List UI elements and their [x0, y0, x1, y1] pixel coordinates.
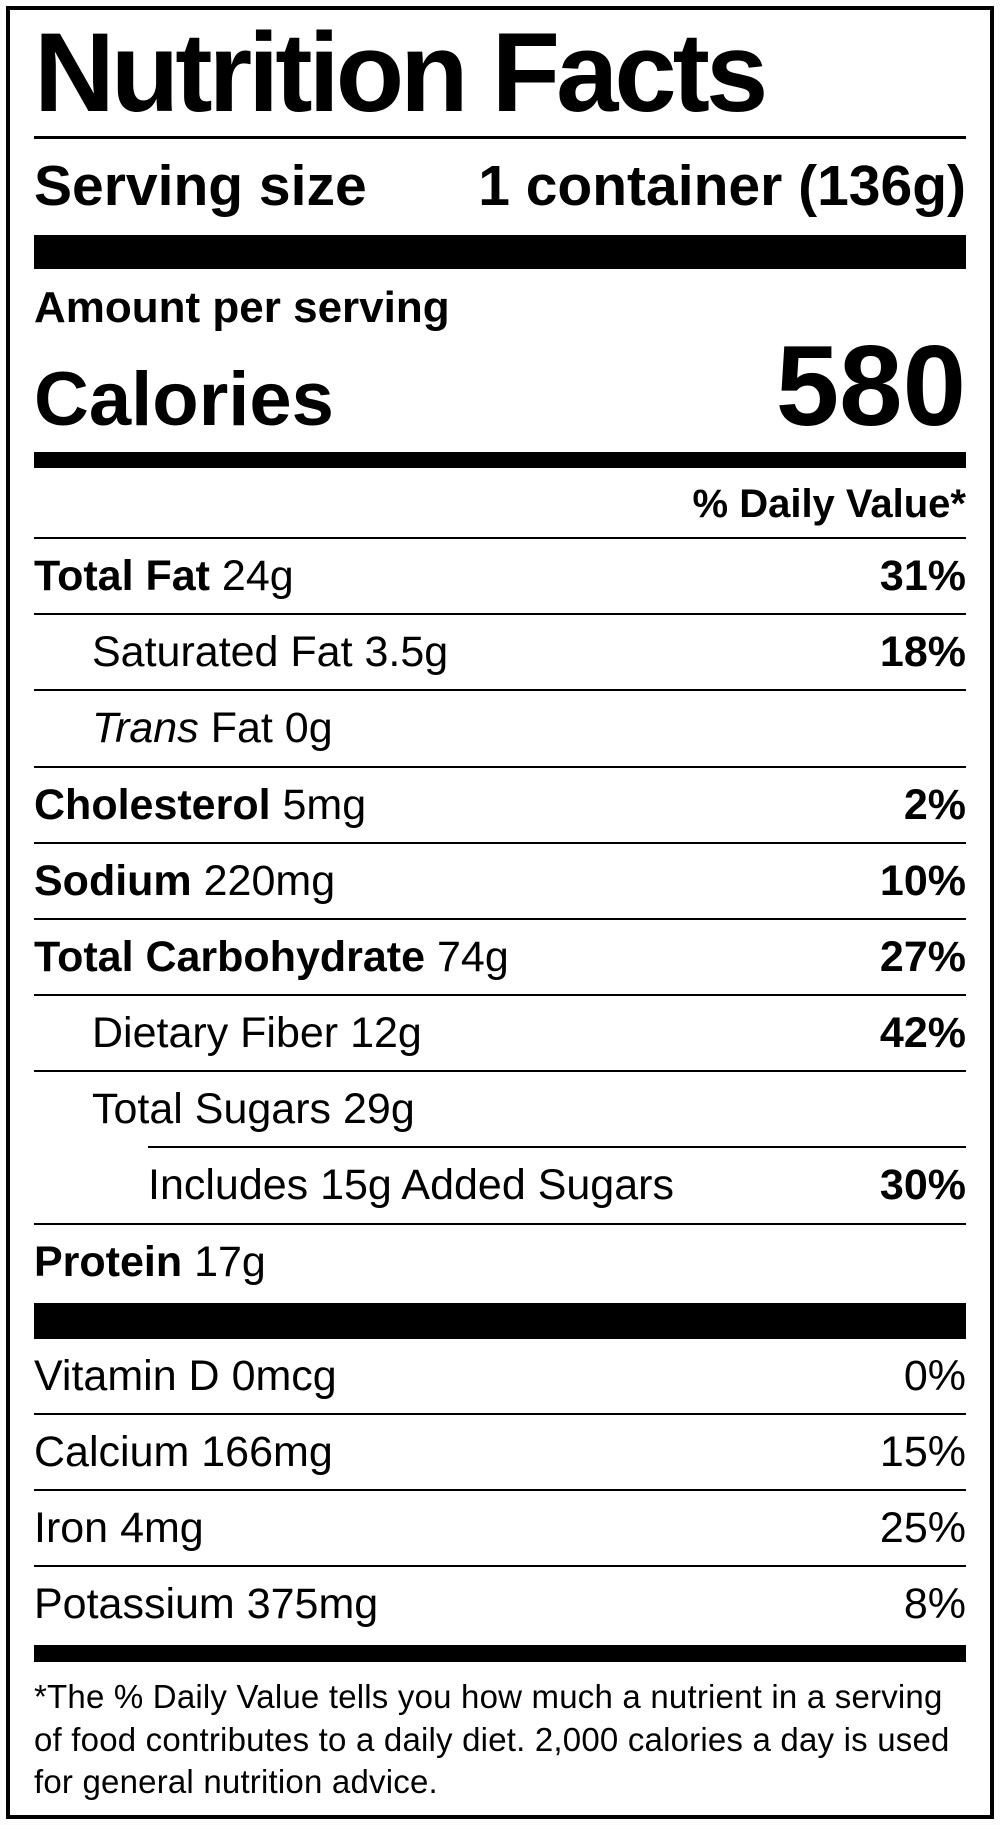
calories-label: Calories	[34, 357, 334, 443]
nutrient-name: Total Sugars	[92, 1085, 332, 1134]
thick-divider-micronutrients	[34, 1302, 966, 1339]
nutrient-daily-value: 8%	[903, 1580, 966, 1629]
nutrient-daily-value: 25%	[879, 1503, 966, 1552]
title-divider	[34, 136, 966, 140]
nutrient-name-group: Total Carbohydrate 74g	[34, 933, 509, 981]
row-total-fat: Total Fat 24g 31%	[34, 537, 966, 613]
row-trans-fat: Trans Fat 0g	[34, 689, 966, 765]
nutrient-name-group: Iron 4mg	[34, 1504, 204, 1552]
nutrient-amount: 0g	[284, 704, 333, 753]
nutrient-name: Sodium	[34, 856, 192, 905]
nutrient-name-group: Saturated Fat 3.5g	[92, 628, 448, 676]
nutrient-name-group: Includes 15g Added Sugars	[148, 1161, 674, 1209]
nutrient-amount: 29g	[342, 1085, 415, 1134]
nutrient-name: Potassium	[34, 1580, 235, 1629]
row-potassium: Potassium 375mg 8%	[34, 1565, 966, 1641]
row-total-carbohydrate: Total Carbohydrate 74g 27%	[34, 917, 966, 994]
daily-value-footnote: *The % Daily Value tells you how much a …	[34, 1678, 950, 1800]
nutrient-name-group: Dietary Fiber 12g	[92, 1009, 422, 1057]
nutrient-daily-value: 10%	[879, 856, 966, 905]
nutrient-name-group: Total Sugars 29g	[92, 1085, 415, 1133]
medium-divider-calories	[34, 452, 966, 469]
nutrient-name-group: Protein 17g	[34, 1238, 266, 1286]
nutrient-amount: 5mg	[282, 780, 367, 829]
nutrient-amount: 17g	[194, 1237, 266, 1286]
nutrient-amount: 220mg	[203, 856, 336, 905]
nutrient-amount: 166mg	[201, 1427, 333, 1476]
medium-divider-footnote	[34, 1645, 966, 1663]
row-dietary-fiber: Dietary Fiber 12g 42%	[34, 994, 966, 1070]
calories-row: Calories 580	[34, 323, 966, 451]
amount-per-serving-label: Amount per serving	[34, 283, 450, 333]
row-added-sugars: Includes 15g Added Sugars 30%	[148, 1146, 966, 1222]
row-cholesterol: Cholesterol 5mg 2%	[34, 765, 966, 842]
nutrient-daily-value: 15%	[879, 1427, 966, 1476]
nutrient-name-group: Sodium 220mg	[34, 857, 335, 905]
nutrient-daily-value: 27%	[879, 932, 966, 981]
nutrient-amount: 3.5g	[364, 628, 449, 677]
nutrient-amount: 0mcg	[231, 1351, 337, 1400]
row-calcium: Calcium 166mg 15%	[34, 1412, 966, 1489]
nutrient-name-group: Trans Fat 0g	[92, 704, 333, 752]
nutrient-name: Cholesterol	[34, 780, 271, 829]
nutrient-name: Total Fat	[34, 552, 210, 601]
nutrient-daily-value: 2%	[903, 780, 966, 829]
nutrient-name-group: Calcium 166mg	[34, 1428, 333, 1476]
nutrient-name: Includes 15g Added Sugars	[148, 1161, 674, 1210]
nutrition-facts-label: Nutrition Facts Serving size 1 container…	[6, 6, 994, 1819]
serving-size-value: 1 container (136g)	[478, 154, 966, 219]
nutrient-daily-value: 31%	[879, 552, 966, 601]
nutrient-name-group: Total Fat 24g	[34, 552, 294, 600]
row-saturated-fat: Saturated Fat 3.5g 18%	[34, 613, 966, 689]
nutrient-name-italic: Trans	[92, 704, 199, 753]
nutrient-amount: 74g	[436, 932, 509, 981]
calories-value: 580	[775, 323, 966, 451]
label-title: Nutrition Facts	[34, 10, 768, 135]
nutrient-amount: 12g	[350, 1009, 422, 1058]
row-vitamin-d: Vitamin D 0mcg 0%	[34, 1339, 966, 1413]
thick-divider-top	[34, 235, 966, 270]
row-sodium: Sodium 220mg 10%	[34, 841, 966, 918]
nutrient-amount: 375mg	[246, 1580, 379, 1629]
nutrient-name: Saturated Fat	[92, 628, 353, 677]
nutrient-name: Total Carbohydrate	[34, 932, 426, 981]
nutrient-daily-value: 42%	[879, 1009, 966, 1058]
nutrient-amount: 4mg	[120, 1503, 204, 1552]
daily-value-header: % Daily Value*	[692, 482, 966, 527]
nutrient-name: Protein	[34, 1237, 183, 1286]
nutrient-amount: 24g	[221, 552, 294, 601]
nutrient-name: Fat	[210, 704, 273, 753]
nutrient-name-group: Vitamin D 0mcg	[34, 1352, 337, 1400]
nutrient-daily-value: 0%	[903, 1351, 966, 1400]
nutrient-name: Dietary Fiber	[92, 1009, 339, 1058]
nutrient-daily-value: 30%	[879, 1161, 966, 1210]
nutrient-name: Iron	[34, 1503, 109, 1552]
serving-size-label: Serving size	[34, 154, 367, 219]
nutrient-name-group: Cholesterol 5mg	[34, 781, 366, 829]
nutrient-name: Vitamin D	[34, 1351, 220, 1400]
row-total-sugars: Total Sugars 29g	[34, 1070, 966, 1146]
nutrient-name: Calcium	[34, 1427, 190, 1476]
row-protein: Protein 17g	[34, 1222, 966, 1299]
serving-size-row: Serving size 1 container (136g)	[34, 139, 966, 235]
nutrient-name-group: Potassium 375mg	[34, 1580, 378, 1628]
nutrient-daily-value: 18%	[879, 628, 966, 677]
row-iron: Iron 4mg 25%	[34, 1488, 966, 1565]
